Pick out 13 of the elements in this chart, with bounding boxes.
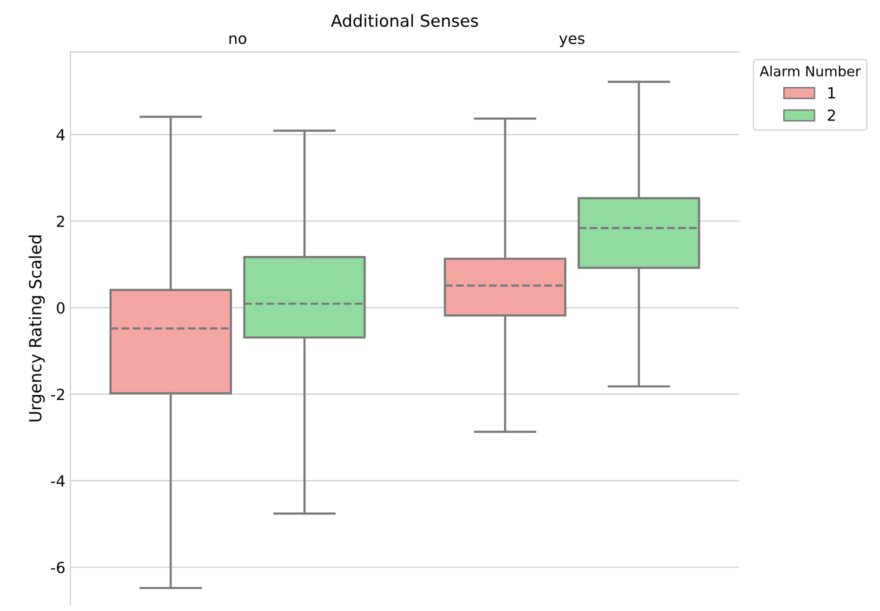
y-tick-label: -2 <box>51 388 64 400</box>
legend-label: 2 <box>828 109 835 121</box>
x-tick-label: yes <box>559 35 584 48</box>
x-tick-label: no <box>229 35 246 44</box>
y-tick-label: -6 <box>51 562 65 574</box>
y-tick-label: -4 <box>51 475 65 487</box>
legend-label: 1 <box>828 87 836 98</box>
y-tick-label: 4 <box>56 129 65 140</box>
legend-title: Alarm Number <box>760 66 861 76</box>
y-tick-label: 2 <box>56 216 64 227</box>
y-tick-label: 0 <box>56 302 65 314</box>
x-axis-title: Additional Senses <box>330 14 478 27</box>
y-axis-title: Urgency Rating Scaled <box>28 235 45 422</box>
